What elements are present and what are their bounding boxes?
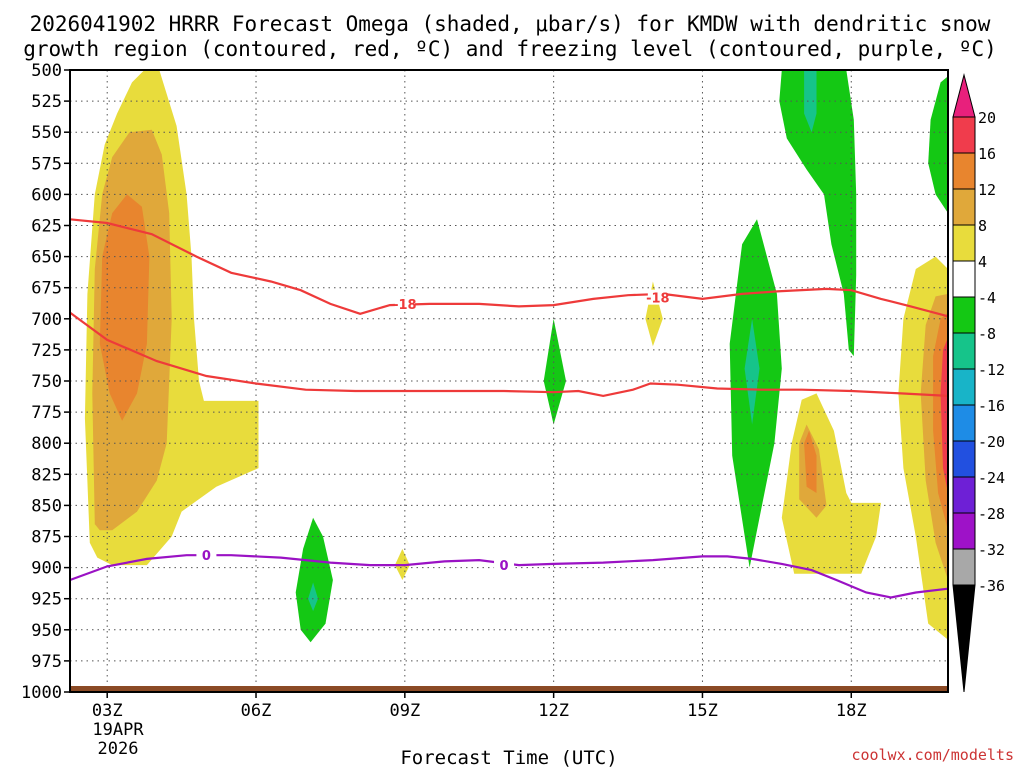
colorbar-label-9: -20 bbox=[978, 433, 1005, 451]
colorbar-bin-10 bbox=[952, 476, 976, 514]
y-tick-label-775: 775 bbox=[31, 403, 62, 423]
site-credit-link[interactable]: coolwx.com/modelts bbox=[851, 746, 1014, 764]
y-tick-label-575: 575 bbox=[31, 154, 62, 174]
omega-shading bbox=[84, 70, 948, 643]
colorbar-bin-6 bbox=[952, 332, 976, 370]
freezing-level-contour-label-1: 0 bbox=[500, 559, 509, 574]
colorbar-bin-7 bbox=[952, 368, 976, 406]
colorbar-label-8: -16 bbox=[978, 397, 1005, 415]
y-tick-label-1000: 1000 bbox=[21, 683, 62, 703]
y-tick-label-525: 525 bbox=[31, 92, 62, 112]
dgz-contour-0-label-bg-0 bbox=[394, 295, 415, 311]
colorbar-label-4: 4 bbox=[978, 253, 987, 271]
dgz-contour-0-label-1: -18 bbox=[646, 292, 670, 307]
colorbar-bin-1 bbox=[952, 152, 976, 190]
omega-region-downward-upper-2000-19 bbox=[928, 76, 948, 214]
freezing-level-contour-label-bg-1 bbox=[494, 557, 515, 573]
y-tick-label-625: 625 bbox=[31, 217, 62, 237]
omega-region-upward-right-edge-11 bbox=[940, 337, 948, 493]
pressure-axis: 500 525 550 575 600 625 650 675 700 725 750 775 800 8… bbox=[21, 61, 70, 703]
y-tick-label-975: 975 bbox=[31, 652, 62, 672]
dgz-contour-0-label-bg-1 bbox=[647, 289, 668, 305]
x-tick-label-09Z: 09Z bbox=[389, 701, 420, 721]
y-tick-label-900: 900 bbox=[31, 559, 62, 579]
colorbar-bin-4 bbox=[952, 260, 976, 298]
y-tick-label-725: 725 bbox=[31, 341, 62, 361]
y-tick-label-675: 675 bbox=[31, 279, 62, 299]
x-tick-label-18Z: 18Z bbox=[836, 701, 867, 721]
omega-region-downward-upper-1700-18 bbox=[804, 70, 817, 133]
y-tick-label-600: 600 bbox=[31, 185, 62, 205]
dgz-contour-0 bbox=[69, 218, 949, 318]
omega-region-upward-large-early-2 bbox=[99, 194, 150, 421]
dgz-contour-1 bbox=[69, 311, 949, 398]
y-tick-label-925: 925 bbox=[31, 590, 62, 610]
colorbar-label-12: -32 bbox=[978, 541, 1005, 559]
x-tick-label-06Z: 06Z bbox=[241, 701, 272, 721]
dgz-contour-0-label-0: -18 bbox=[393, 298, 417, 313]
date-year-label: 2026 bbox=[98, 739, 139, 759]
colorbar-bin-11 bbox=[952, 512, 976, 550]
omega-region-downward-upper-1700-17 bbox=[779, 70, 857, 357]
y-tick-label-800: 800 bbox=[31, 434, 62, 454]
y-tick-label-950: 950 bbox=[31, 621, 62, 641]
y-tick-label-825: 825 bbox=[31, 465, 62, 485]
colorbar-label-6: -8 bbox=[978, 325, 996, 343]
ground-strip bbox=[70, 686, 948, 692]
omega-region-upward-late-17z-7 bbox=[804, 430, 817, 493]
colorbar-top-arrow bbox=[952, 73, 976, 118]
colorbar-bin-9 bbox=[952, 440, 976, 478]
omega-region-downward-1200-14 bbox=[543, 318, 566, 425]
omega-colorbar: 20 16 12 8 4 -4 -8 -12 -16 -20 -24 -28 -32 -36 bbox=[952, 73, 1005, 693]
freezing-level-contour-label-bg-0 bbox=[196, 547, 217, 563]
colorbar-label-2: 12 bbox=[978, 181, 996, 199]
colorbar-bin-3 bbox=[952, 224, 976, 262]
colorbar-label-10: -24 bbox=[978, 469, 1005, 487]
y-tick-label-650: 650 bbox=[31, 248, 62, 268]
y-tick-label-500: 500 bbox=[31, 61, 62, 81]
y-tick-label-850: 850 bbox=[31, 496, 62, 516]
contour-lines: -18 -18 0 0 bbox=[69, 218, 949, 599]
colorbar-label-3: 8 bbox=[978, 217, 987, 235]
colorbar-bin-12 bbox=[952, 548, 976, 586]
colorbar-label-0: 20 bbox=[978, 109, 996, 127]
y-tick-label-750: 750 bbox=[31, 372, 62, 392]
colorbar-label-1: 16 bbox=[978, 145, 996, 163]
chart-title-line-1: 2026041902 HRRR Forecast Omega (shaded, … bbox=[30, 12, 991, 36]
colorbar-bin-8 bbox=[952, 404, 976, 442]
freezing-level-contour bbox=[69, 554, 949, 599]
chart-title-line-2: growth region (contoured, red, ºC) and f… bbox=[23, 37, 997, 61]
y-tick-label-550: 550 bbox=[31, 123, 62, 143]
y-tick-label-700: 700 bbox=[31, 310, 62, 330]
colorbar-label-5: -4 bbox=[978, 289, 996, 307]
freezing-level-contour-label-0: 0 bbox=[202, 549, 211, 564]
colorbar-bottom-arrow bbox=[952, 584, 976, 693]
omega-region-downward-1600-16 bbox=[744, 318, 760, 425]
omega-region-downward-0710-13 bbox=[308, 582, 318, 612]
colorbar-bin-5 bbox=[952, 296, 976, 334]
x-tick-label-03Z: 03Z bbox=[92, 701, 123, 721]
colorbar-label-11: -28 bbox=[978, 505, 1005, 523]
x-tick-label-15Z: 15Z bbox=[687, 701, 718, 721]
x-axis-title: Forecast Time (UTC) bbox=[400, 747, 617, 768]
x-tick-label-12Z: 12Z bbox=[538, 701, 569, 721]
time-axis: 03Z 06Z 09Z 12Z 15Z 18Z bbox=[92, 692, 867, 721]
colorbar-bin-0 bbox=[952, 116, 976, 154]
grid-lines bbox=[70, 70, 948, 692]
omega-region-downward-0710-12 bbox=[295, 517, 333, 643]
colorbar-label-7: -12 bbox=[978, 361, 1005, 379]
colorbar-bin-2 bbox=[952, 188, 976, 226]
colorbar-label-13: -36 bbox=[978, 577, 1005, 595]
date-day-label: 19APR bbox=[92, 720, 144, 740]
y-tick-label-875: 875 bbox=[31, 528, 62, 548]
